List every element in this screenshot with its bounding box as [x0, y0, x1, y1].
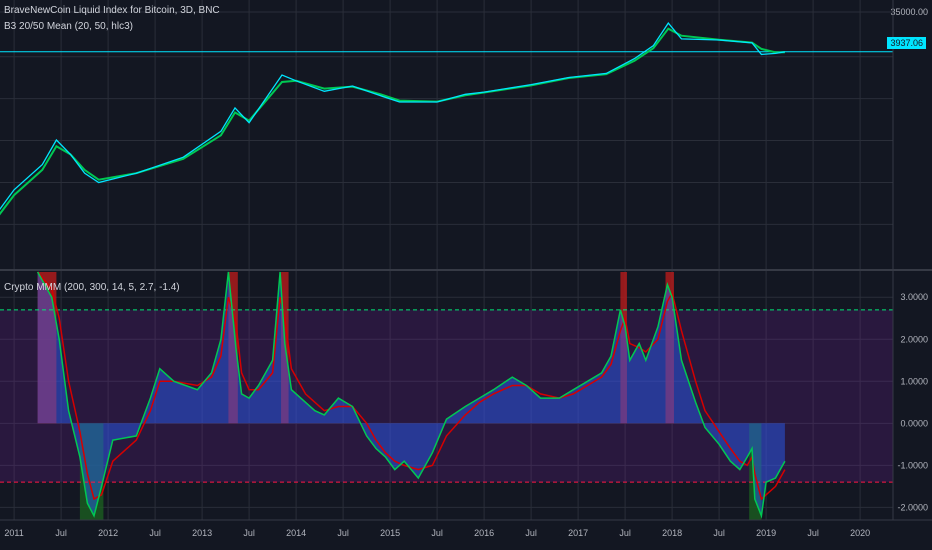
x-tick-label: 2014 — [286, 528, 306, 538]
price-tag: 3937.06 — [887, 37, 926, 49]
x-tick-label: Jul — [431, 528, 443, 538]
x-tick-label: 2018 — [662, 528, 682, 538]
zones-layer — [0, 272, 893, 520]
x-tick-label: 2013 — [192, 528, 212, 538]
x-tick-label: 2015 — [380, 528, 400, 538]
x-tick-label: Jul — [807, 528, 819, 538]
x-tick-label: 2011 — [4, 528, 23, 538]
overbought-zone — [228, 272, 238, 424]
fast-line — [36, 271, 786, 519]
x-tick-label: Jul — [525, 528, 537, 538]
x-tick-label: 2019 — [756, 528, 776, 538]
grid-layer — [0, 0, 893, 520]
y-tick-label-bottom: -1.0000 — [897, 460, 928, 470]
y-tick-label-bottom: 1.0000 — [900, 376, 928, 386]
x-tick-label: 2020 — [850, 528, 870, 538]
legend-indicator-mmm[interactable]: Crypto MMM (200, 300, 14, 5, 2.7, -1.4) — [4, 282, 180, 293]
x-tick-label: Jul — [619, 528, 631, 538]
overbought-zone — [665, 272, 674, 424]
legend-indicator-mean[interactable]: B3 20/50 Mean (20, 50, hlc3) — [4, 21, 133, 32]
slow-line — [37, 271, 786, 501]
price-line — [0, 22, 786, 211]
y-tick-label-bottom: 0.0000 — [900, 418, 928, 428]
x-tick-label: 2017 — [568, 528, 588, 538]
x-tick-label: Jul — [243, 528, 255, 538]
x-tick-label: Jul — [713, 528, 725, 538]
x-tick-label: Jul — [55, 528, 67, 538]
mean-line — [0, 27, 785, 216]
x-tick-label: 2016 — [474, 528, 494, 538]
legend-symbol[interactable]: BraveNewCoin Liquid Index for Bitcoin, 3… — [4, 5, 220, 16]
y-tick-label-bottom: 2.0000 — [900, 334, 928, 344]
y-tick-label-top: 35000.00 — [890, 7, 928, 17]
y-tick-label-bottom: 3.0000 — [900, 292, 928, 302]
series-layer — [0, 22, 893, 519]
band-fill — [0, 309, 893, 483]
y-tick-label-bottom: -2.0000 — [897, 502, 928, 512]
x-tick-label: 2012 — [98, 528, 118, 538]
axis-layer: 2011 Jul 2012 Jul 2013 Jul 2014 Jul 2015 Jul 2016 J… — [4, 7, 928, 538]
x-tick-label: Jul — [149, 528, 161, 538]
overbought-zone — [620, 272, 627, 424]
x-tick-label: Jul — [337, 528, 349, 538]
